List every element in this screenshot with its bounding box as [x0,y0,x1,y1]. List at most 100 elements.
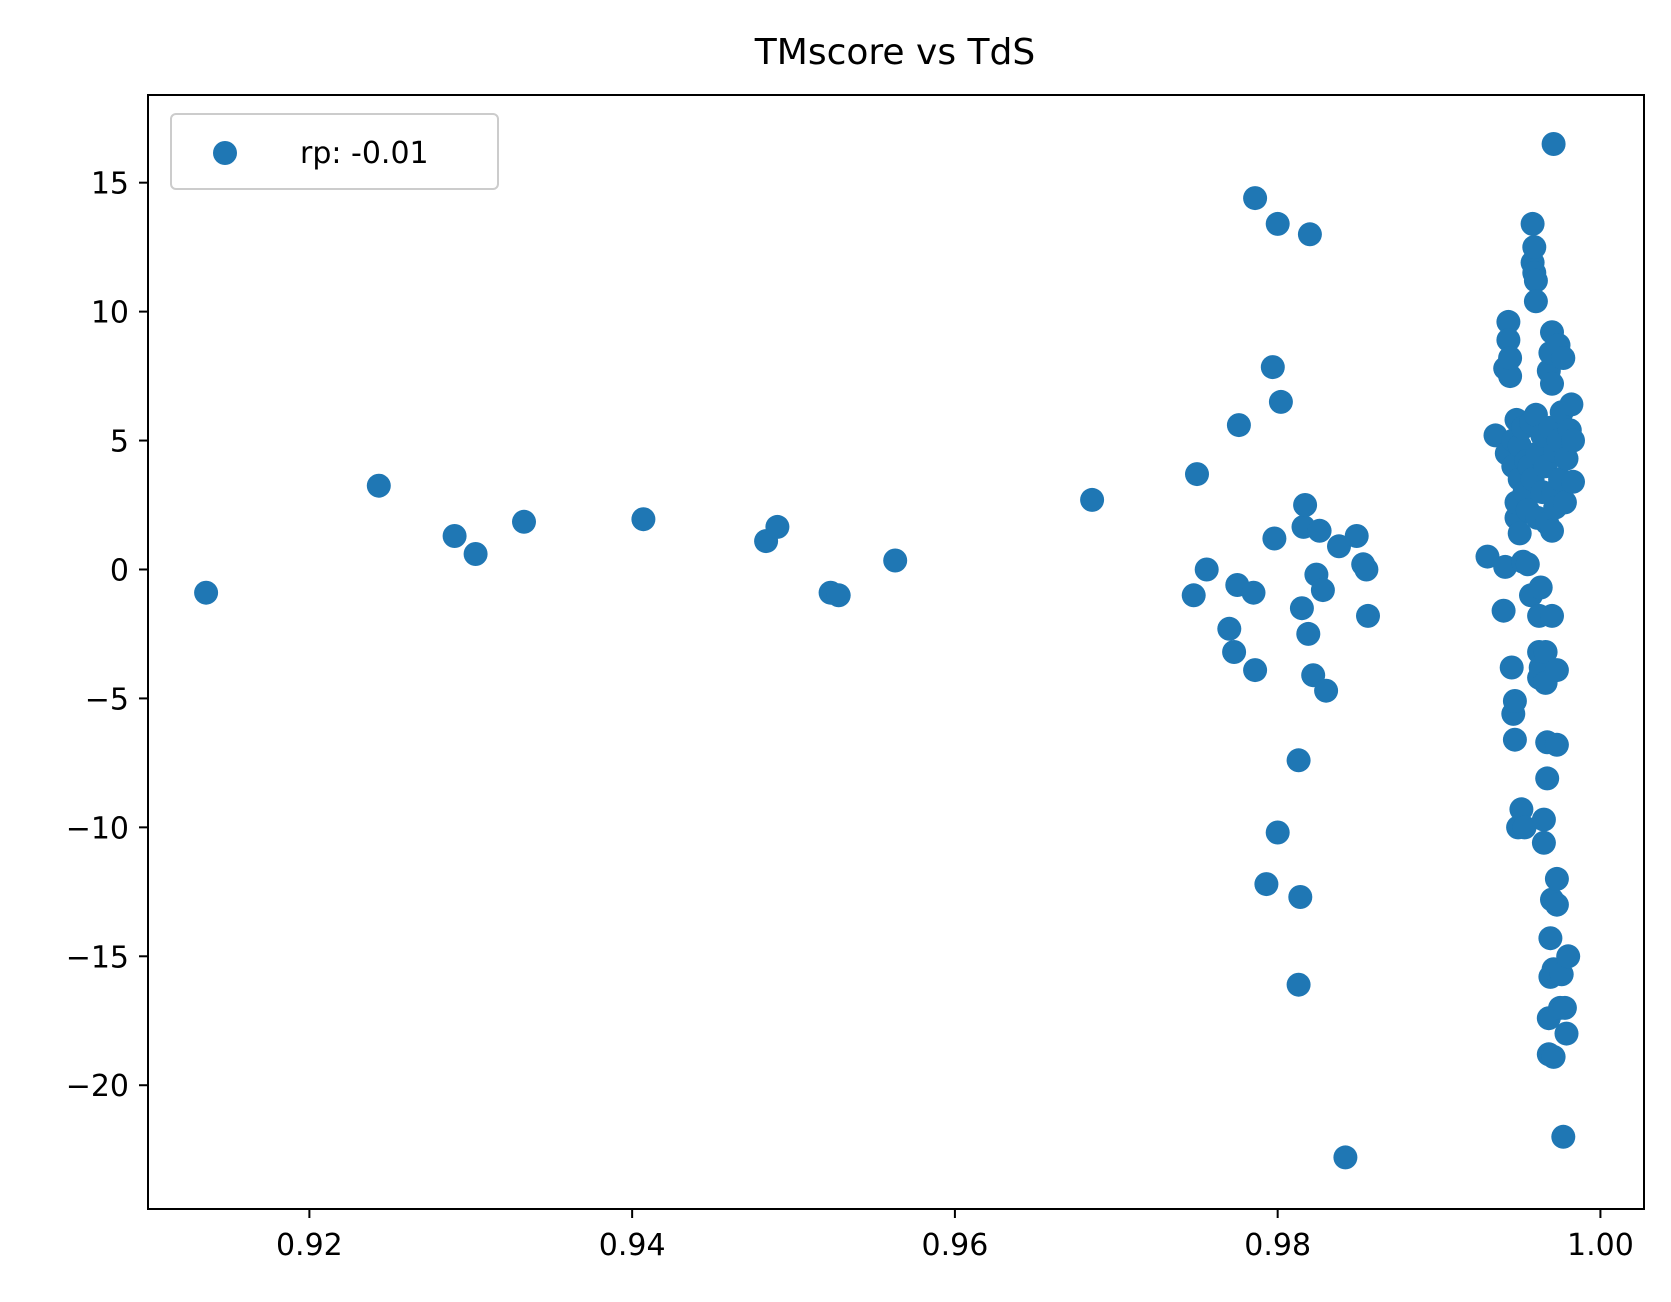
data-point [1544,892,1569,917]
data-point [1512,815,1537,840]
data-point [765,514,790,539]
data-point [1307,518,1332,543]
data-point [1260,355,1285,380]
data-point [1540,603,1564,628]
data-point [1531,807,1556,832]
data-point [1475,544,1500,569]
data-point [1327,534,1351,559]
data-point [366,473,391,498]
data-point [1296,621,1321,646]
data-point [1538,926,1563,951]
y-tick-label: −20 [66,1069,129,1104]
data-point [1354,557,1379,582]
data-point [1561,428,1585,453]
data-point [1254,872,1279,897]
data-point [1561,469,1585,494]
data-point [1531,830,1556,855]
data-point [1496,309,1521,334]
data-point [1552,490,1577,515]
data-point [1544,866,1569,891]
data-point [1499,655,1524,680]
data-point [1541,132,1566,156]
data-point [1356,603,1380,628]
data-point [1286,748,1311,773]
x-tick-label: 0.96 [922,1228,989,1263]
chart-title: TMscore vs TdS [754,32,1035,73]
data-point [1293,493,1318,517]
data-point [1540,371,1564,396]
data-point [1502,689,1527,713]
data-point [1194,557,1219,582]
data-point [1544,732,1569,757]
data-point [1491,598,1516,623]
x-tick-label: 0.94 [599,1228,666,1263]
data-point [1222,640,1247,664]
data-point [1549,962,1574,987]
data-point [1262,526,1287,551]
data-point [1310,578,1335,603]
data-point [1552,995,1577,1020]
y-tick-label: 15 [91,167,129,202]
data-point [1286,972,1311,997]
data-point [1515,552,1540,577]
data-point [1268,389,1293,414]
data-point [1241,580,1266,605]
data-point [1533,640,1558,664]
data-point [1498,346,1523,370]
y-tick-label: 0 [110,553,129,588]
data-point [1333,1145,1358,1170]
data-point [1523,289,1548,314]
data-point [512,509,536,534]
data-point [826,583,851,608]
data-point [1288,885,1313,909]
data-point [1217,616,1242,641]
data-point [1181,583,1206,608]
data-point [1226,413,1251,438]
data-point [1507,521,1532,546]
data-point [1243,658,1268,683]
data-point [1551,346,1576,370]
data-point [442,524,467,548]
data-point [1265,211,1290,236]
data-point [1556,944,1581,969]
data-points [194,132,1585,1170]
x-tick-label: 1.00 [1567,1228,1634,1263]
data-point [1243,186,1268,211]
data-point [1540,518,1564,543]
data-point [1554,446,1579,471]
data-point [1496,328,1521,352]
data-point [1544,658,1569,683]
y-tick-label: 5 [110,425,129,460]
legend-marker [213,141,237,165]
data-point [1523,268,1548,293]
data-point [1344,524,1369,548]
data-point [1541,1044,1566,1069]
data-point [1502,727,1527,752]
y-tick-label: 10 [91,296,129,331]
x-tick-label: 0.98 [1244,1228,1311,1263]
legend: rp: -0.01 [170,113,499,190]
x-tick-label: 0.92 [276,1228,343,1263]
data-point [1522,235,1547,260]
legend-box [170,113,499,190]
plot-frame [147,94,1645,1210]
data-point [1498,364,1523,389]
y-tick-label: −5 [85,682,129,717]
data-point [1528,575,1553,600]
data-point [1520,211,1545,236]
data-point [883,548,908,573]
data-point [1185,462,1209,487]
y-axis: 15 10 5 0 −5 −10 −15 −20 [66,167,148,1104]
data-point [631,507,656,532]
data-point [1297,222,1322,247]
data-point [1314,678,1339,703]
data-point [463,542,488,566]
data-point [1509,797,1534,822]
data-point [1265,820,1290,845]
data-point [1551,1124,1576,1149]
data-point [1289,596,1314,621]
data-point [194,580,219,605]
data-point [1080,487,1105,512]
